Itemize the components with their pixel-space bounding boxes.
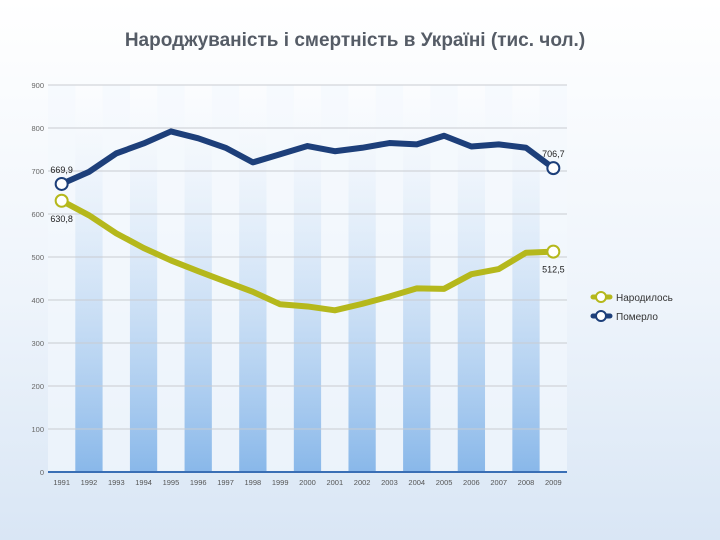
- series-lines: [58, 128, 557, 314]
- series-line: [58, 197, 557, 314]
- stripe: [348, 85, 376, 472]
- x-tick-label: 1998: [245, 478, 262, 487]
- x-tick-label: 2000: [299, 478, 316, 487]
- y-tick-label: 300: [31, 339, 44, 348]
- y-tick-label: 700: [31, 167, 44, 176]
- series-marker: [54, 193, 69, 208]
- series-marker: [546, 161, 561, 176]
- y-tick-label: 400: [31, 296, 44, 305]
- stripe: [403, 85, 431, 472]
- x-tick-label: 2006: [463, 478, 480, 487]
- legend-marker: [595, 291, 607, 303]
- data-label: 630,8: [50, 214, 73, 224]
- x-tick-label: 2009: [545, 478, 562, 487]
- stripe: [184, 85, 212, 472]
- x-tick-label: 2008: [518, 478, 535, 487]
- x-tick-label: 1999: [272, 478, 289, 487]
- stripe: [539, 85, 567, 472]
- grid-lines: [48, 84, 567, 473]
- y-tick-label: 800: [31, 124, 44, 133]
- stripe: [321, 85, 349, 472]
- y-tick-label: 600: [31, 210, 44, 219]
- x-tick-label: 2005: [436, 478, 453, 487]
- stripe: [512, 85, 540, 472]
- data-labels: 669,9 630,8 706,7 512,5: [50, 149, 564, 275]
- y-tick-label: 900: [31, 81, 44, 90]
- stripe: [48, 85, 76, 472]
- x-tick-label: 1997: [217, 478, 234, 487]
- data-label: 669,9: [50, 165, 73, 175]
- y-tick-label: 200: [31, 382, 44, 391]
- stripe: [375, 85, 404, 472]
- y-tick-label: 100: [31, 425, 44, 434]
- y-axis: 0 100 200 300 400 500 600 700 800 900: [31, 81, 44, 477]
- x-tick-label: 2003: [381, 478, 398, 487]
- series-markers: [54, 161, 561, 259]
- stripe: [239, 85, 267, 472]
- x-axis: 1991 1992 1993 1994 1995 1996 1997 1998 1999 2000…: [53, 478, 561, 487]
- x-tick-label: 2002: [354, 478, 371, 487]
- y-tick-label: 0: [40, 468, 44, 477]
- stripe: [266, 85, 294, 472]
- data-label: 512,5: [542, 265, 565, 275]
- stripe: [485, 85, 513, 472]
- x-tick-label: 2001: [326, 478, 343, 487]
- x-tick-label: 1995: [163, 478, 180, 487]
- stripe: [293, 85, 322, 472]
- legend-label: Народилось: [616, 293, 673, 304]
- x-tick-label: 1994: [135, 478, 152, 487]
- x-tick-label: 1996: [190, 478, 207, 487]
- stripe: [157, 85, 185, 472]
- x-tick-label: 2004: [408, 478, 425, 487]
- stripe: [102, 85, 130, 472]
- stripe: [430, 85, 458, 472]
- x-tick-label: 1993: [108, 478, 125, 487]
- x-tick-label: 2007: [490, 478, 507, 487]
- background-stripes: [48, 85, 567, 472]
- chart-title: Народжуваність і смертність в Україні (т…: [125, 30, 585, 51]
- x-tick-label: 1991: [53, 478, 70, 487]
- series-line: [58, 128, 557, 187]
- legend: Народилось Померло: [590, 291, 673, 323]
- y-tick-label: 500: [31, 253, 44, 262]
- stripe: [75, 85, 103, 472]
- x-tick-label: 1992: [81, 478, 98, 487]
- legend-marker: [595, 310, 607, 322]
- series-marker: [546, 244, 561, 259]
- legend-label: Померло: [616, 312, 658, 323]
- series-marker: [54, 176, 69, 191]
- data-label: 706,7: [542, 149, 565, 159]
